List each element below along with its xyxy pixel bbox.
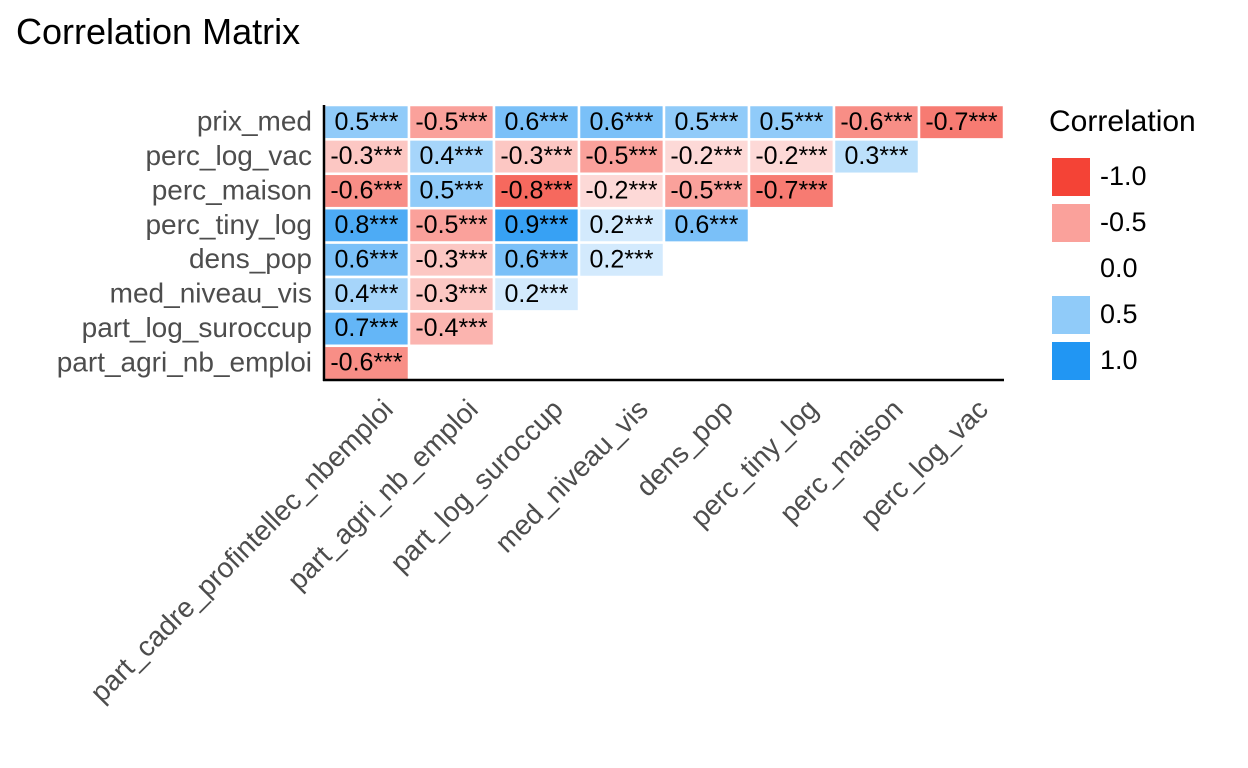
- legend-label: 0.0: [1100, 253, 1138, 283]
- cell-value-label: 0.5***: [675, 108, 739, 136]
- cell-value-label: 0.3***: [845, 142, 909, 170]
- heatmap-cells: 0.5*** -0.5*** 0.6*** 0.6*** 0.5*** 0.5*** -0.…: [322, 103, 1006, 382]
- heatmap-cell: [407, 138, 496, 176]
- x-axis-labels: part_cadre_profintellec_nbemploipart_agr…: [84, 393, 994, 708]
- legend-label: 1.0: [1100, 345, 1138, 375]
- cell-value-label: 0.6***: [505, 245, 569, 273]
- cell-value-label: 0.7***: [335, 314, 399, 342]
- y-tick-label: perc_maison: [152, 174, 312, 205]
- cell-value-label: 0.2***: [505, 280, 569, 308]
- heatmap-cell: [577, 241, 666, 279]
- cell-value-label: -0.5***: [670, 177, 743, 205]
- cell-value-label: -0.5***: [415, 211, 488, 239]
- cell-value-label: 0.2***: [590, 211, 654, 239]
- heatmap-cell: [492, 275, 581, 313]
- heatmap-cell: [832, 138, 921, 176]
- heatmap-cell: [662, 206, 751, 244]
- cell-value-label: -0.6***: [330, 177, 403, 205]
- heatmap-cell: [917, 103, 1006, 141]
- cell-value-label: 0.5***: [335, 108, 399, 136]
- cell-value-label: -0.3***: [415, 280, 488, 308]
- cell-value-label: -0.3***: [330, 142, 403, 170]
- y-tick-label: prix_med: [197, 106, 312, 137]
- legend-key: [1052, 250, 1090, 288]
- cell-value-label: -0.2***: [670, 142, 743, 170]
- heatmap-cell: [407, 206, 496, 244]
- heatmap-cell: [322, 344, 411, 382]
- legend-key: [1052, 342, 1090, 380]
- cell-value-label: 0.5***: [420, 177, 484, 205]
- cell-value-label: -0.7***: [925, 108, 998, 136]
- heatmap-cell: [747, 172, 836, 210]
- heatmap-cell: [407, 310, 496, 348]
- legend-label: -0.5: [1100, 207, 1147, 237]
- cell-value-label: -0.6***: [330, 349, 403, 377]
- y-tick-label: perc_tiny_log: [145, 209, 312, 240]
- x-tick-label: med_niveau_vis: [489, 393, 654, 558]
- cell-value-label: 0.6***: [335, 245, 399, 273]
- heatmap-cell: [492, 241, 581, 279]
- cell-value-label: -0.2***: [755, 142, 828, 170]
- legend-label: 0.5: [1100, 299, 1138, 329]
- legend-key: [1052, 158, 1090, 196]
- y-tick-label: part_agri_nb_emploi: [57, 346, 312, 377]
- cell-value-label: 0.6***: [505, 108, 569, 136]
- y-tick-label: dens_pop: [189, 243, 312, 274]
- cell-value-label: 0.6***: [590, 108, 654, 136]
- chart-title: Correlation Matrix: [16, 11, 300, 52]
- cell-value-label: 0.6***: [675, 211, 739, 239]
- y-tick-label: part_log_suroccup: [82, 312, 312, 343]
- legend-label: -1.0: [1100, 161, 1147, 191]
- cell-value-label: -0.6***: [840, 108, 913, 136]
- y-tick-label: perc_log_vac: [145, 140, 312, 171]
- cell-value-label: 0.5***: [760, 108, 824, 136]
- cell-value-label: -0.3***: [500, 142, 573, 170]
- legend-key: [1052, 296, 1090, 334]
- cell-value-label: 0.8***: [335, 211, 399, 239]
- cell-value-label: -0.5***: [415, 108, 488, 136]
- heatmap-cell: [662, 172, 751, 210]
- heatmap-cell: [407, 172, 496, 210]
- cell-value-label: -0.5***: [585, 142, 658, 170]
- cell-value-label: 0.4***: [420, 142, 484, 170]
- legend-key: [1052, 204, 1090, 242]
- cell-value-label: -0.7***: [755, 177, 828, 205]
- cell-value-label: -0.4***: [415, 314, 488, 342]
- legend-title: Correlation: [1049, 105, 1196, 138]
- cell-value-label: -0.3***: [415, 245, 488, 273]
- cell-value-label: -0.2***: [585, 177, 658, 205]
- cell-value-label: 0.2***: [590, 245, 654, 273]
- legend: Correlation -1.0 -0.5 0.0 0.5 1.0: [1049, 105, 1196, 380]
- heatmap-cell: [577, 172, 666, 210]
- x-tick-label: part_cadre_profintellec_nbemploi: [84, 393, 399, 708]
- heatmap-cell: [322, 275, 411, 313]
- cell-value-label: 0.9***: [505, 211, 569, 239]
- y-tick-label: med_niveau_vis: [110, 278, 312, 309]
- cell-value-label: -0.8***: [500, 177, 573, 205]
- cell-value-label: 0.4***: [335, 280, 399, 308]
